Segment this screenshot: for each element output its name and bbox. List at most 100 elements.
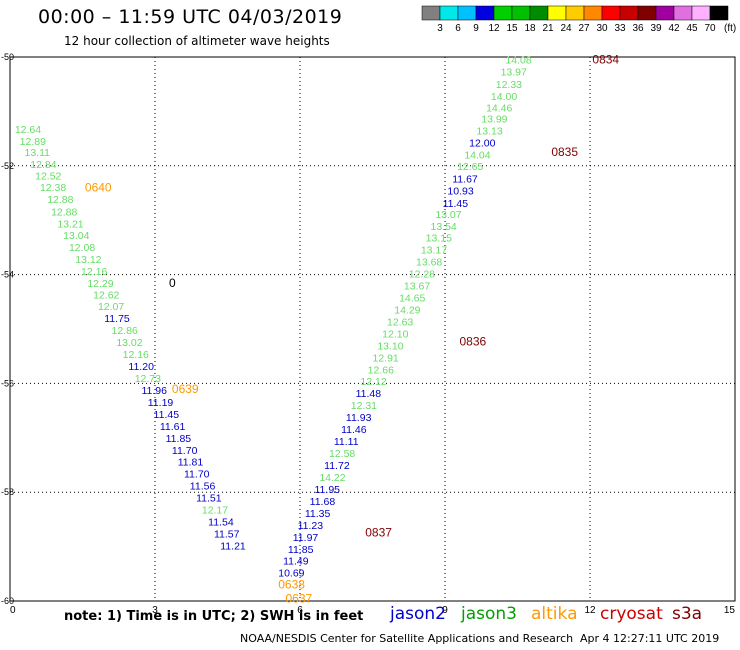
wave-height-label: 13.15 <box>426 233 452 245</box>
colorbar-swatch <box>619 5 639 21</box>
wave-height-label: 12.29 <box>87 278 113 290</box>
wave-height-label: 12.89 <box>20 136 46 148</box>
wave-height-label: 13.17 <box>421 245 447 257</box>
wave-height-label: 13.99 <box>481 113 507 125</box>
time-marker: 0639 <box>172 382 199 396</box>
wave-height-label: 13.13 <box>476 125 502 137</box>
wave-height-label: 13.12 <box>75 254 101 266</box>
colorbar-label: 6 <box>455 23 461 34</box>
colorbar-swatch <box>673 5 693 21</box>
wave-height-label: 11.51 <box>196 493 222 505</box>
wave-height-label: 14.65 <box>399 292 425 304</box>
wave-height-label: 11.35 <box>305 508 331 520</box>
satellite-cryosat: cryosat <box>600 604 663 624</box>
footer-credit: NOAA/NESDIS Center for Satellite Applica… <box>240 632 574 645</box>
wave-height-label: 13.11 <box>25 147 51 159</box>
wave-height-label: 11.45 <box>154 409 180 421</box>
wave-height-label: 11.81 <box>178 457 204 469</box>
wave-height-label: 11.61 <box>160 421 186 433</box>
wave-height-label: 12.08 <box>69 242 95 254</box>
wave-height-label: 14.04 <box>464 149 490 161</box>
wave-height-label: 13.04 <box>63 230 89 242</box>
wave-height-label: 11.95 <box>315 484 341 496</box>
satellite-jason2: jason2 <box>390 604 446 624</box>
satellite-altika: altika <box>531 604 578 624</box>
colorbar-swatch <box>511 5 531 21</box>
wave-height-label: 11.46 <box>341 424 367 436</box>
time-marker: 0836 <box>460 335 487 349</box>
wave-height-label: 12.12 <box>360 376 386 388</box>
satellite-jason3: jason3 <box>461 604 517 624</box>
wave-height-label: 10.69 <box>278 568 304 580</box>
wave-height-label: 12.28 <box>409 269 435 281</box>
wave-height-label: 11.70 <box>184 469 210 481</box>
wave-height-label: 11.56 <box>190 481 216 493</box>
colorbar-label: 70 <box>704 23 716 34</box>
page-title: 00:00 – 11:59 UTC 04/03/2019 <box>38 6 343 28</box>
time-marker: 0640 <box>85 181 112 195</box>
wave-height-label: 13.67 <box>404 280 430 292</box>
colorbar-label: 21 <box>542 23 554 34</box>
colorbar-label: 3 <box>437 23 443 34</box>
wave-height-label: 11.72 <box>324 460 350 472</box>
wave-height-label: 11.85 <box>288 544 314 556</box>
y-tick-label: -58 <box>1 487 14 497</box>
wave-height-label: 11.54 <box>208 517 234 529</box>
wave-height-label: 11.21 <box>220 541 246 553</box>
wave-height-label: 12.88 <box>47 194 73 206</box>
wave-height-label: 13.02 <box>116 337 142 349</box>
wave-height-label: 12.91 <box>373 352 399 364</box>
wave-height-label: 11.20 <box>128 361 154 373</box>
x-tick-label: 12 <box>584 605 596 616</box>
wave-height-label: 13.07 <box>435 209 461 221</box>
colorbar-unit: (ft) <box>724 23 736 34</box>
colorbar-label: 18 <box>524 23 536 34</box>
colorbar-swatch <box>637 5 657 21</box>
wave-height-label: 12.73 <box>135 373 161 385</box>
time-marker: 0834 <box>592 53 619 67</box>
wave-height-label: 12.31 <box>351 400 377 412</box>
wave-height-label: 12.65 <box>457 161 483 173</box>
footer-note: note: 1) Time is in UTC; 2) SWH is in fe… <box>64 609 364 624</box>
colorbar-label: 36 <box>632 23 644 34</box>
y-tick-label: -52 <box>1 161 14 171</box>
y-tick-label: -50 <box>1 52 14 62</box>
x-tick-label: 3 <box>152 605 158 616</box>
wave-height-label: 12.52 <box>35 171 61 183</box>
wave-height-label: 12.64 <box>15 124 41 136</box>
wave-height-label: 12.88 <box>51 206 77 218</box>
wave-height-label: 14.22 <box>319 472 345 484</box>
colorbar-label: 30 <box>596 23 608 34</box>
wave-height-label: 12.63 <box>387 316 413 328</box>
x-tick-label: 9 <box>442 605 448 616</box>
wave-height-label: 12.07 <box>98 301 124 313</box>
y-tick-label: -60 <box>1 596 14 606</box>
time-marker: 0638 <box>278 578 305 592</box>
colorbar-swatch <box>583 5 603 21</box>
y-tick-label: -54 <box>1 270 14 280</box>
colorbar-swatch <box>439 5 459 21</box>
wave-height-label: 11.48 <box>356 388 382 400</box>
wave-height-label: 12.16 <box>123 349 149 361</box>
colorbar-label: 45 <box>686 23 698 34</box>
wave-height-label: 11.67 <box>452 173 478 185</box>
wave-height-label: 11.96 <box>141 385 167 397</box>
colorbar-swatch <box>601 5 621 21</box>
x-tick-label: 15 <box>724 605 736 616</box>
footer-timestamp: Apr 4 12:27:11 UTC 2019 <box>580 632 720 645</box>
wave-height-label: 14.08 <box>505 55 531 67</box>
colorbar-label: 9 <box>473 23 479 34</box>
wave-height-label: 11.70 <box>172 445 198 457</box>
colorbar-swatch <box>529 5 549 21</box>
wave-height-label: 12.38 <box>40 182 66 194</box>
data-labels: 12.6412.8913.1112.8412.5212.3812.8812.88… <box>15 53 620 606</box>
wave-height-label: 13.68 <box>416 257 442 269</box>
x-tick-label: 0 <box>10 605 16 616</box>
wave-height-label: 11.23 <box>298 520 324 532</box>
wave-height-label: 11.11 <box>334 436 359 448</box>
wave-height-label: 12.10 <box>382 328 408 340</box>
colorbar-label: 39 <box>650 23 662 34</box>
colorbar-swatch <box>421 5 441 21</box>
wave-height-label: 12.58 <box>329 448 355 460</box>
